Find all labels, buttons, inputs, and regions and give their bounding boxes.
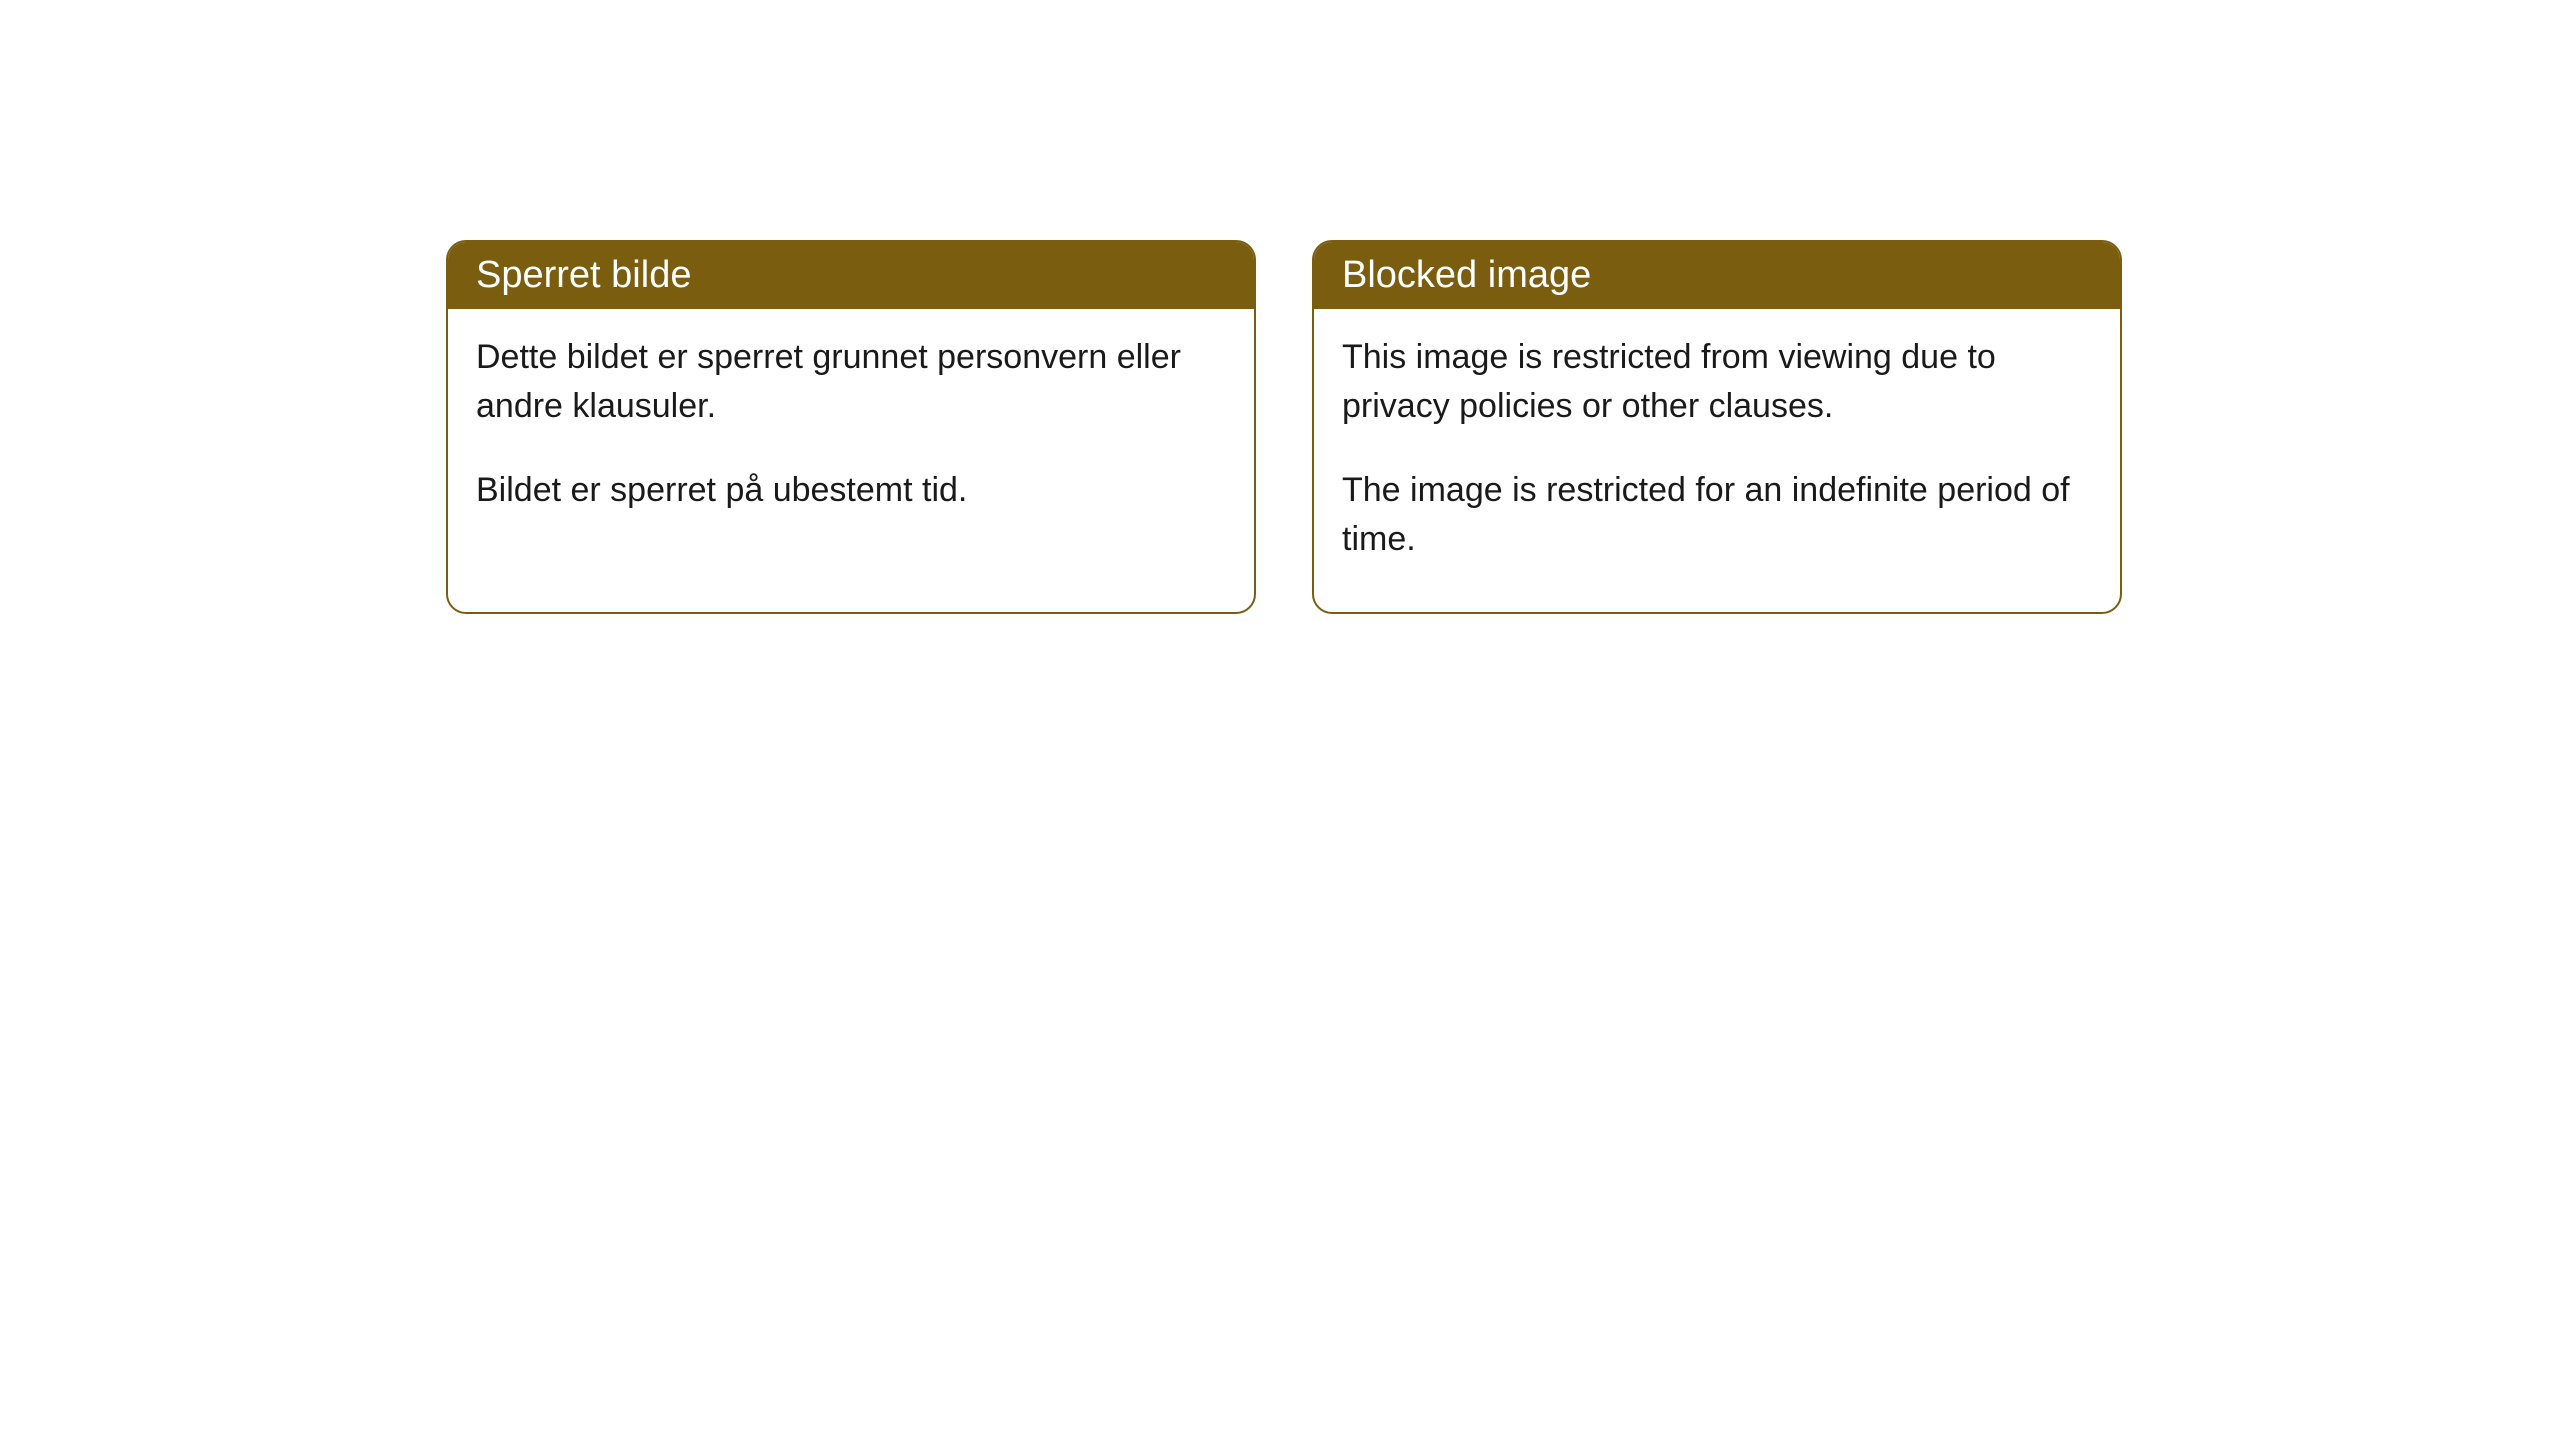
notice-container: Sperret bilde Dette bildet er sperret gr… (446, 240, 2122, 614)
card-body-en: This image is restricted from viewing du… (1314, 309, 2120, 612)
card-text-no-1: Dette bildet er sperret grunnet personve… (476, 333, 1226, 432)
blocked-image-card-en: Blocked image This image is restricted f… (1312, 240, 2122, 614)
card-header-no: Sperret bilde (448, 242, 1254, 309)
card-header-en: Blocked image (1314, 242, 2120, 309)
card-body-no: Dette bildet er sperret grunnet personve… (448, 309, 1254, 563)
card-text-en-1: This image is restricted from viewing du… (1342, 333, 2092, 432)
blocked-image-card-no: Sperret bilde Dette bildet er sperret gr… (446, 240, 1256, 614)
card-text-no-2: Bildet er sperret på ubestemt tid. (476, 466, 1226, 515)
card-text-en-2: The image is restricted for an indefinit… (1342, 466, 2092, 565)
